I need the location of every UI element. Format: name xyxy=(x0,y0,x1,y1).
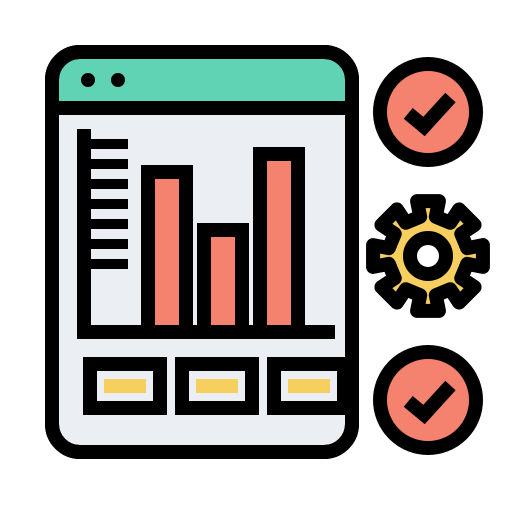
chart-bar xyxy=(148,172,186,332)
window-header xyxy=(52,52,352,108)
footer-slot-fill xyxy=(288,379,330,393)
footer-slot-fill xyxy=(196,379,238,393)
window-control-dot xyxy=(111,73,125,87)
chart-bar xyxy=(260,154,298,332)
infographic xyxy=(0,0,512,512)
gear-hole xyxy=(410,238,446,274)
window-control-dot xyxy=(81,73,95,87)
chart-bar xyxy=(204,230,242,332)
footer-slot-fill xyxy=(104,379,146,393)
